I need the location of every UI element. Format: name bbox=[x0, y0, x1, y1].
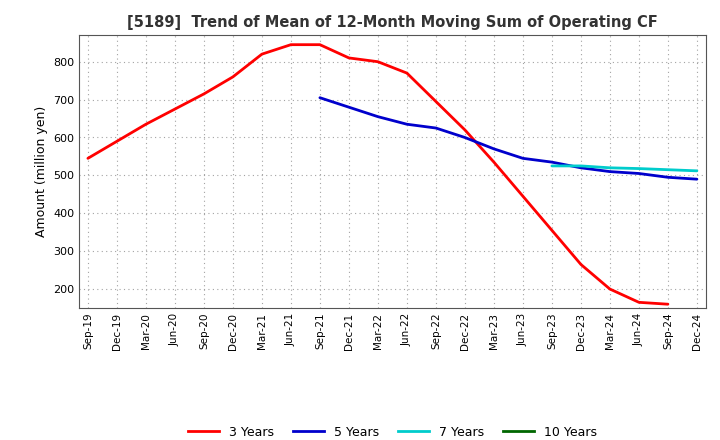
3 Years bbox=[461, 127, 469, 132]
5 Years bbox=[374, 114, 382, 119]
7 Years bbox=[606, 165, 614, 170]
3 Years bbox=[142, 121, 150, 127]
5 Years bbox=[461, 135, 469, 140]
5 Years bbox=[577, 165, 585, 170]
3 Years bbox=[606, 286, 614, 292]
3 Years bbox=[345, 55, 354, 61]
3 Years bbox=[490, 159, 498, 165]
Legend: 3 Years, 5 Years, 7 Years, 10 Years: 3 Years, 5 Years, 7 Years, 10 Years bbox=[183, 421, 602, 440]
5 Years bbox=[634, 171, 643, 176]
5 Years bbox=[402, 121, 411, 127]
3 Years bbox=[287, 42, 295, 48]
3 Years bbox=[548, 227, 557, 233]
Title: [5189]  Trend of Mean of 12-Month Moving Sum of Operating CF: [5189] Trend of Mean of 12-Month Moving … bbox=[127, 15, 658, 30]
5 Years bbox=[664, 175, 672, 180]
3 Years bbox=[577, 262, 585, 267]
5 Years bbox=[431, 125, 440, 131]
Line: 5 Years: 5 Years bbox=[320, 98, 697, 179]
7 Years bbox=[548, 163, 557, 169]
7 Years bbox=[664, 167, 672, 172]
3 Years bbox=[171, 106, 179, 112]
5 Years bbox=[518, 156, 527, 161]
3 Years bbox=[315, 42, 324, 48]
3 Years bbox=[431, 99, 440, 104]
5 Years bbox=[490, 146, 498, 151]
5 Years bbox=[548, 159, 557, 165]
5 Years bbox=[606, 169, 614, 174]
3 Years bbox=[518, 194, 527, 199]
Y-axis label: Amount (million yen): Amount (million yen) bbox=[35, 106, 48, 237]
3 Years bbox=[112, 139, 121, 144]
Line: 3 Years: 3 Years bbox=[88, 45, 668, 304]
5 Years bbox=[315, 95, 324, 100]
5 Years bbox=[693, 176, 701, 182]
3 Years bbox=[664, 301, 672, 307]
5 Years bbox=[345, 105, 354, 110]
3 Years bbox=[228, 74, 237, 80]
7 Years bbox=[693, 168, 701, 173]
7 Years bbox=[577, 163, 585, 169]
3 Years bbox=[374, 59, 382, 64]
3 Years bbox=[84, 156, 92, 161]
Line: 7 Years: 7 Years bbox=[552, 166, 697, 171]
3 Years bbox=[199, 91, 208, 96]
3 Years bbox=[402, 70, 411, 76]
3 Years bbox=[634, 300, 643, 305]
3 Years bbox=[258, 51, 266, 57]
7 Years bbox=[634, 166, 643, 171]
